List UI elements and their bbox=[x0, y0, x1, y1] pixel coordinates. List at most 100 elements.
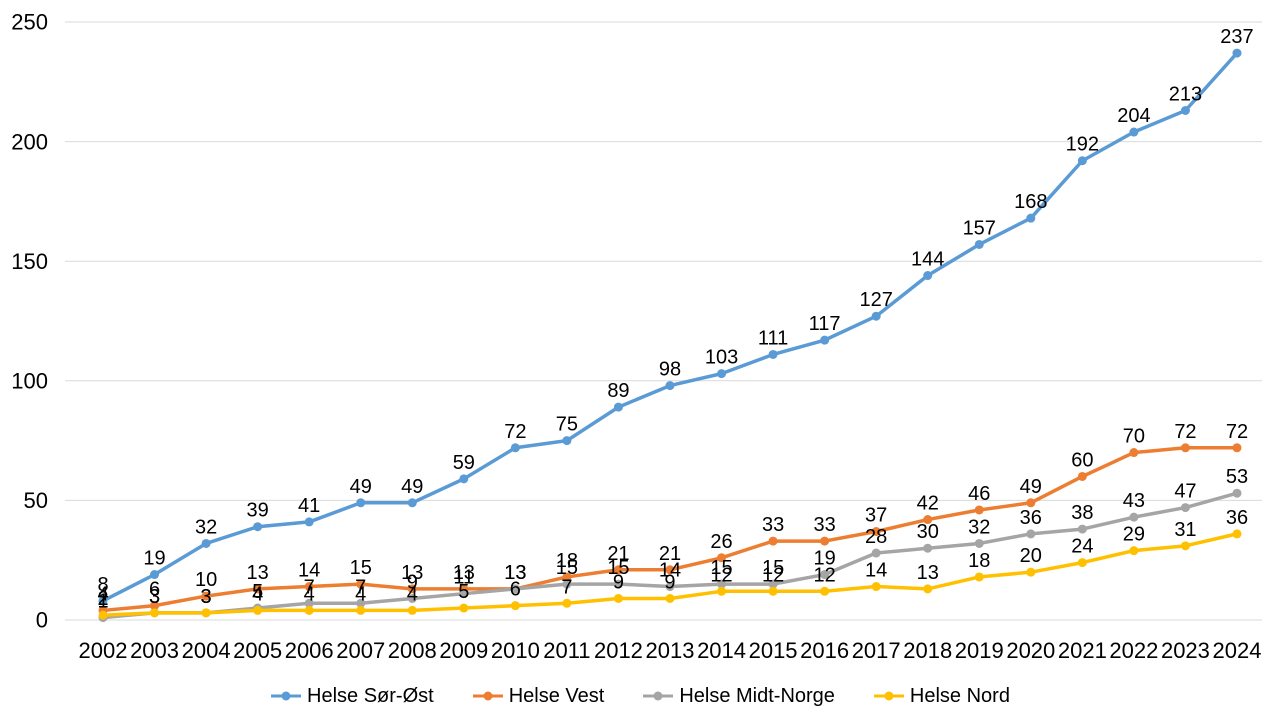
data-label: 59 bbox=[453, 452, 475, 474]
data-point bbox=[1180, 541, 1190, 551]
x-tick-label: 2023 bbox=[1161, 638, 1210, 663]
data-point bbox=[1129, 448, 1139, 458]
data-point bbox=[613, 565, 623, 575]
data-point bbox=[1077, 471, 1087, 481]
data-label: 15 bbox=[710, 557, 732, 579]
data-label: 13 bbox=[453, 562, 475, 584]
y-tick-label: 250 bbox=[11, 10, 48, 35]
data-label: 20 bbox=[1020, 545, 1042, 567]
data-label: 4 bbox=[407, 583, 418, 605]
data-point bbox=[768, 536, 778, 546]
data-label: 21 bbox=[659, 543, 681, 565]
x-tick-label: 2022 bbox=[1109, 638, 1158, 663]
data-label: 11 bbox=[453, 567, 474, 589]
y-axis: 0 50 100 150 200 250 bbox=[11, 10, 48, 633]
x-tick-label: 2006 bbox=[285, 638, 334, 663]
legend-label: Helse Sør-Øst bbox=[307, 684, 434, 707]
data-point bbox=[768, 579, 778, 589]
data-point bbox=[1077, 156, 1087, 166]
data-point bbox=[974, 572, 984, 582]
legend-line-marker-icon bbox=[472, 691, 503, 701]
x-tick-label: 2010 bbox=[491, 638, 540, 663]
data-point bbox=[304, 582, 314, 592]
data-point bbox=[871, 311, 881, 321]
legend: Helse Sør-Øst Helse Vest Helse Midt-Norge H… bbox=[0, 678, 1280, 714]
data-label: 5 bbox=[252, 581, 263, 603]
x-tick-label: 2014 bbox=[697, 638, 746, 663]
x-axis: 2002 2003 2004 2005 2006 2007 2008 2009 2010 2011… bbox=[79, 638, 1262, 663]
x-tick-label: 2003 bbox=[130, 638, 179, 663]
x-tick-label: 2020 bbox=[1006, 638, 1055, 663]
data-label: 47 bbox=[1174, 481, 1196, 503]
series-helse-nord bbox=[98, 529, 1242, 620]
data-label: 157 bbox=[963, 217, 996, 239]
data-point bbox=[1077, 558, 1087, 568]
x-tick-label: 2024 bbox=[1213, 638, 1262, 663]
data-point bbox=[1232, 488, 1242, 498]
data-label: 3 bbox=[149, 586, 160, 608]
data-label: 4 bbox=[97, 583, 108, 605]
data-label: 15 bbox=[762, 557, 784, 579]
data-label: 14 bbox=[865, 560, 887, 582]
x-tick-label: 2011 bbox=[543, 638, 590, 663]
data-point bbox=[871, 526, 881, 536]
data-point bbox=[356, 605, 366, 615]
data-label: 9 bbox=[664, 571, 675, 593]
data-point bbox=[1129, 127, 1139, 137]
x-tick-label: 2017 bbox=[852, 638, 901, 663]
y-tick-label: 0 bbox=[36, 608, 48, 633]
data-label: 13 bbox=[504, 562, 526, 584]
legend-label: Helse Vest bbox=[508, 684, 605, 707]
y-tick-label: 150 bbox=[11, 249, 48, 274]
data-point bbox=[665, 582, 675, 592]
data-point bbox=[459, 474, 469, 484]
data-point bbox=[1180, 503, 1190, 513]
data-label: 15 bbox=[607, 557, 629, 579]
data-label: 4 bbox=[355, 583, 366, 605]
data-label: 75 bbox=[556, 414, 578, 436]
data-point bbox=[253, 605, 263, 615]
data-point bbox=[974, 239, 984, 249]
legend-line-marker-icon bbox=[643, 691, 674, 701]
data-point bbox=[717, 369, 727, 379]
data-point bbox=[304, 517, 314, 527]
data-point bbox=[923, 515, 933, 525]
data-label: 18 bbox=[556, 550, 578, 572]
data-point bbox=[98, 596, 108, 606]
data-point bbox=[768, 349, 778, 359]
data-label: 103 bbox=[705, 347, 738, 369]
data-point bbox=[253, 584, 263, 594]
data-label: 13 bbox=[247, 562, 269, 584]
data-label: 14 bbox=[298, 560, 320, 582]
data-label: 3 bbox=[201, 586, 212, 608]
data-label: 9 bbox=[613, 571, 624, 593]
data-point bbox=[1026, 567, 1036, 577]
data-label: 21 bbox=[607, 543, 629, 565]
data-label: 33 bbox=[762, 514, 784, 536]
data-label: 2 bbox=[97, 588, 108, 610]
data-label: 24 bbox=[1071, 536, 1093, 558]
y-tick-label: 50 bbox=[24, 488, 48, 513]
data-point bbox=[820, 335, 830, 345]
data-label: 49 bbox=[1020, 476, 1042, 498]
x-tick-label: 2004 bbox=[182, 638, 231, 663]
data-label: 111 bbox=[758, 327, 788, 349]
data-label: 144 bbox=[911, 249, 944, 271]
data-point bbox=[613, 579, 623, 589]
data-point bbox=[717, 579, 727, 589]
data-label: 7 bbox=[355, 576, 366, 598]
data-label: 8 bbox=[97, 574, 108, 596]
data-point bbox=[665, 381, 675, 391]
data-point bbox=[356, 498, 366, 508]
data-point bbox=[923, 584, 933, 594]
data-point bbox=[407, 593, 417, 603]
data-label: 42 bbox=[917, 493, 939, 515]
data-point bbox=[407, 498, 417, 508]
data-label: 3 bbox=[149, 586, 160, 608]
data-point bbox=[356, 598, 366, 608]
data-label: 32 bbox=[968, 516, 990, 538]
data-point bbox=[150, 570, 160, 580]
